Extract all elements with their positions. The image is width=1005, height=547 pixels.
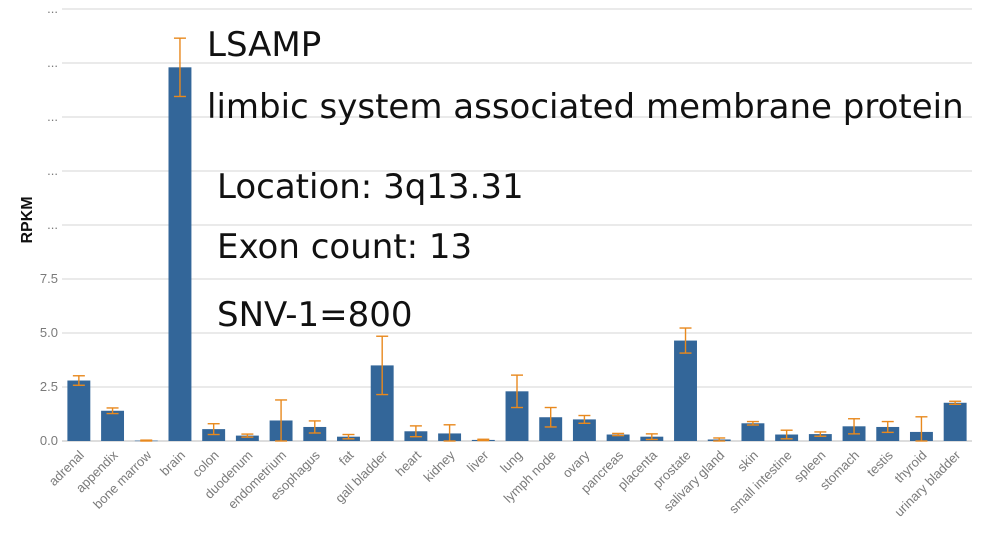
x-tick-label: liver	[464, 447, 492, 475]
error-bar	[713, 437, 726, 442]
gene-location: Location: 3q13.31	[217, 167, 524, 207]
y-tick-label: 0.0	[40, 433, 58, 448]
error-bar	[612, 432, 625, 437]
bar-ovary	[572, 419, 596, 441]
error-bar	[173, 37, 186, 98]
error-bar	[207, 423, 220, 436]
error-bar	[915, 416, 928, 442]
error-bar	[342, 433, 355, 440]
bar-lymph-node	[539, 417, 563, 441]
y-tick-label: ...	[47, 55, 58, 70]
gene-name: limbic system associated membrane protei…	[207, 87, 964, 127]
bar-gall-bladder	[370, 365, 394, 441]
bar-adrenal	[67, 380, 91, 441]
error-bar	[578, 414, 591, 424]
error-bar	[949, 400, 962, 405]
error-bar	[746, 420, 759, 426]
bar-urinary-bladder	[943, 402, 967, 441]
error-bar	[72, 375, 85, 386]
bar-lung	[505, 391, 529, 441]
error-bar	[376, 335, 389, 396]
y-tick-label: 7.5	[40, 271, 58, 286]
error-bar	[511, 374, 523, 409]
error-bar	[241, 433, 254, 438]
error-bar	[544, 406, 557, 428]
error-bar	[477, 438, 490, 442]
y-tick-label: ...	[47, 1, 58, 16]
error-bar	[848, 418, 861, 435]
y-tick-label: ...	[47, 109, 58, 124]
bar-pancreas	[606, 434, 630, 441]
error-bar	[275, 399, 288, 442]
x-tick-label: skin	[734, 448, 761, 475]
error-bar	[106, 407, 119, 415]
error-bar	[645, 433, 658, 441]
x-tick-label: fat	[336, 447, 357, 468]
error-bar	[409, 425, 422, 438]
y-axis-ticks: 0.0 2.5 5.0 7.5...............	[40, 1, 58, 448]
error-bar	[780, 429, 793, 440]
x-tick-label: kidney	[421, 447, 459, 485]
snv-count: SNV-1=800	[217, 295, 413, 335]
y-tick-label: 2.5	[40, 379, 58, 394]
bar-esophagus	[303, 426, 327, 441]
error-bars	[72, 37, 962, 442]
bar-appendix	[101, 410, 125, 441]
y-tick-label: ...	[47, 217, 58, 232]
bar-spleen	[808, 434, 832, 441]
error-bar	[308, 420, 321, 434]
error-bar	[140, 439, 153, 442]
gene-symbol: LSAMP	[207, 25, 321, 65]
bar-prostate	[674, 340, 697, 441]
y-axis-label: RPKM	[19, 196, 36, 243]
grid-lines	[62, 8, 972, 442]
y-tick-label: 5.0	[40, 325, 58, 340]
error-bar	[443, 424, 456, 442]
exon-count: Exon count: 13	[217, 227, 472, 267]
bars	[67, 67, 967, 442]
error-bar	[814, 431, 827, 437]
x-tick-label: lung	[497, 448, 525, 476]
x-tick-label: brain	[157, 448, 188, 479]
bar-duodenum	[235, 435, 259, 441]
bar-testis	[876, 426, 900, 441]
error-bar	[881, 420, 894, 434]
bar-skin	[741, 423, 765, 441]
bar-brain	[168, 67, 192, 441]
error-bar	[679, 327, 692, 354]
y-tick-label: ...	[47, 163, 58, 178]
